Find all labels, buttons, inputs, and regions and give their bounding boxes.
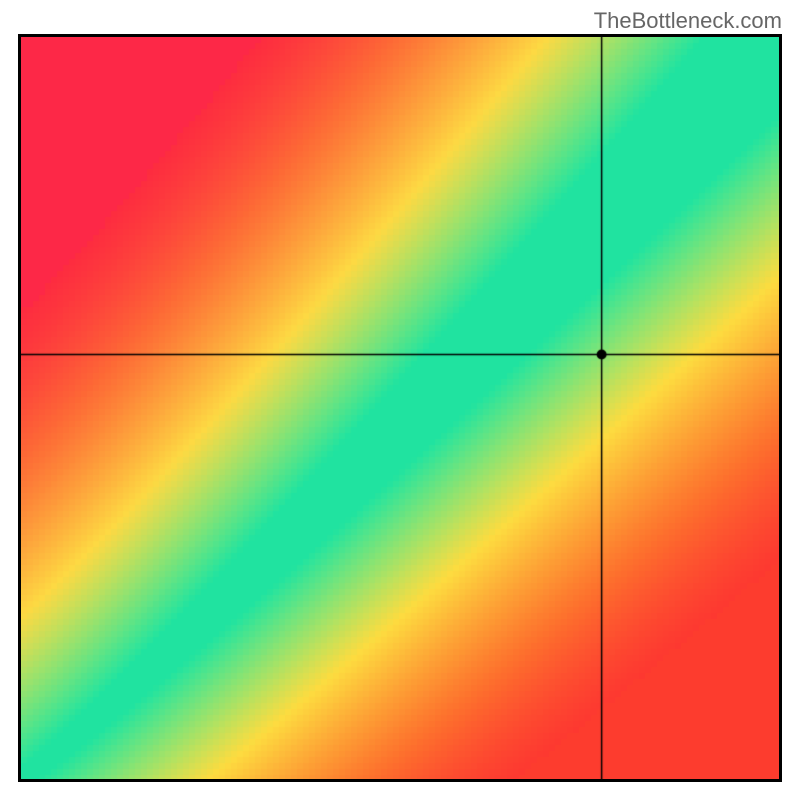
chart-container: TheBottleneck.com <box>0 0 800 800</box>
watermark-text: TheBottleneck.com <box>594 8 782 34</box>
heatmap-canvas <box>21 37 779 779</box>
plot-frame <box>18 34 782 782</box>
